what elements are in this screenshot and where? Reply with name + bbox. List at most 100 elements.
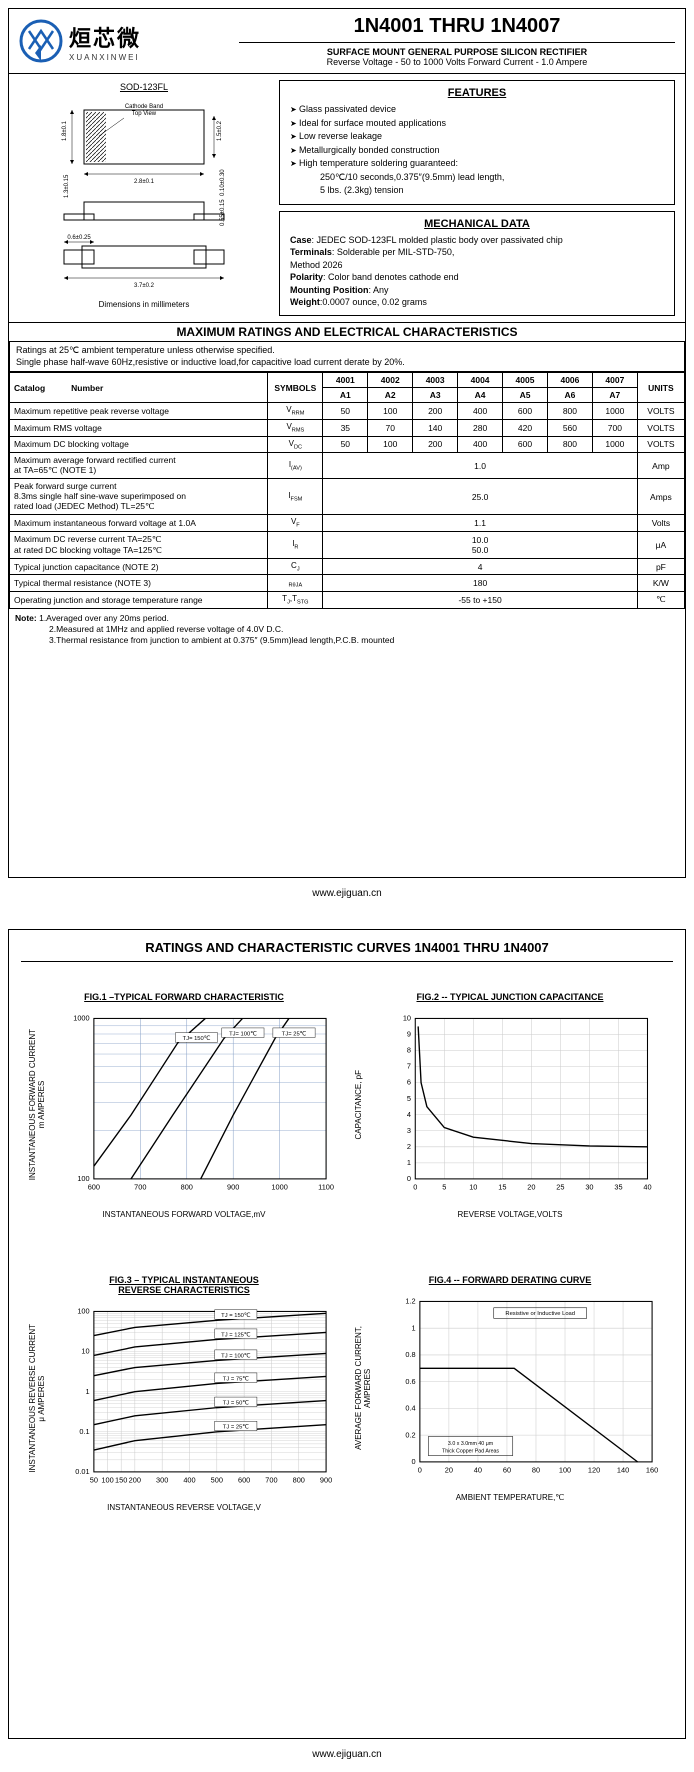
svg-text:Cathode Band: Cathode Band — [125, 104, 163, 110]
svg-text:TJ = 150℃: TJ = 150℃ — [221, 1313, 251, 1319]
svg-text:35: 35 — [614, 1182, 622, 1191]
table-row: Maximum DC blocking voltageVDC5010020040… — [10, 436, 685, 453]
svg-text:100: 100 — [101, 1475, 113, 1484]
svg-text:1.8±0.1: 1.8±0.1 — [62, 120, 68, 141]
features-heading: FEATURES — [290, 87, 664, 99]
svg-text:100: 100 — [77, 1307, 89, 1316]
chart-xlabel: INSTANTANEOUS FORWARD VOLTAGE,mV — [27, 1210, 341, 1219]
svg-text:5: 5 — [407, 1094, 411, 1103]
svg-text:0.2: 0.2 — [405, 1430, 415, 1439]
feature-item: Ideal for surface mouted applications — [290, 117, 664, 131]
svg-text:TJ = 100℃: TJ = 100℃ — [221, 1353, 251, 1359]
svg-text:0: 0 — [411, 1457, 415, 1466]
svg-text:3.7±0.2: 3.7±0.2 — [134, 283, 155, 289]
svg-text:6: 6 — [407, 1078, 411, 1087]
svg-text:0.55±0.15: 0.55±0.15 — [220, 199, 226, 226]
package-drawing: Cathode Band Top View 1.8±0.1 1.5±0.2 2.… — [19, 96, 269, 296]
chart-ylabel: INSTANTANEOUS FORWARD CURRENTm AMPERES — [27, 1029, 49, 1180]
svg-text:900: 900 — [227, 1182, 239, 1191]
svg-text:1.3±0.15: 1.3±0.15 — [64, 174, 70, 198]
footer-1: www.ejiguan.cn — [0, 888, 694, 899]
svg-text:800: 800 — [292, 1475, 304, 1484]
feature-item: Glass passivated device — [290, 103, 664, 117]
charts-grid: FIG.1 –TYPICAL FORWARD CHARACTERISTIC INS… — [9, 962, 685, 1542]
chart-4: FIG.4 -- FORWARD DERATING CURVE AVERAGE F… — [347, 1269, 673, 1532]
ratings-preamble: Ratings at 25℃ ambient temperature unles… — [9, 342, 685, 372]
mech-line: Case: JEDEC SOD-123FL molded plastic bod… — [290, 234, 664, 247]
table-row: Maximum RMS voltageVRMS35701402804205607… — [10, 420, 685, 437]
svg-text:0.8: 0.8 — [405, 1350, 415, 1359]
chart-title: FIG.1 –TYPICAL FORWARD CHARACTERISTIC — [27, 992, 341, 1002]
svg-text:25: 25 — [556, 1182, 564, 1191]
mech-line: Weight:0.0007 ounce, 0.02 grams — [290, 296, 664, 309]
svg-text:700: 700 — [134, 1182, 146, 1191]
svg-text:700: 700 — [265, 1475, 277, 1484]
svg-text:600: 600 — [87, 1182, 99, 1191]
svg-text:140: 140 — [617, 1465, 629, 1474]
package-box: SOD-123FL Cathode Band Top View 1.8±0.1 … — [9, 74, 279, 316]
table-row: Maximum repetitive peak reverse voltageV… — [10, 403, 685, 420]
feature-item-indent: 5 lbs. (2.3kg) tension — [290, 184, 664, 198]
chart-title: FIG.2 -- TYPICAL JUNCTION CAPACITANCE — [353, 992, 667, 1002]
chart-plot: 02040608010012014016000.20.40.60.811.2Re… — [375, 1293, 667, 1483]
chart-plot: 501001502003004005006007008009000.010.11… — [49, 1303, 341, 1493]
table-row: Maximum DC reverse current TA=25℃at rate… — [10, 531, 685, 558]
svg-text:1: 1 — [411, 1323, 415, 1332]
chart-ylabel: INSTANTANEOUS REVERSE CURRENTμ AMPERES — [27, 1324, 49, 1473]
svg-text:800: 800 — [180, 1182, 192, 1191]
chart-plot: 600700800900100011001001000TJ= 150℃TJ= 1… — [49, 1010, 341, 1200]
ratings-pre-1: Ratings at 25℃ ambient temperature unles… — [16, 345, 678, 357]
svg-text:0.6: 0.6 — [405, 1377, 415, 1386]
table-row: Typical junction capacitance (NOTE 2)CJ4… — [10, 558, 685, 575]
svg-text:50: 50 — [89, 1475, 97, 1484]
chart-ylabel: CAPACITANCE, pF — [353, 1070, 366, 1140]
svg-text:400: 400 — [183, 1475, 195, 1484]
svg-text:900: 900 — [320, 1475, 332, 1484]
chart-title: FIG.4 -- FORWARD DERATING CURVE — [353, 1275, 667, 1285]
svg-text:0: 0 — [417, 1465, 421, 1474]
svg-text:80: 80 — [531, 1465, 539, 1474]
svg-text:15: 15 — [498, 1182, 506, 1191]
feature-item: Metallurgically bonded construction — [290, 144, 664, 158]
header: 烜芯微 XUANXINWEI 1N4001 THRU 1N4007 SURFAC… — [9, 9, 685, 74]
package-title: SOD-123FL — [19, 82, 269, 92]
svg-text:3.0 x 3.0mm 40 μm: 3.0 x 3.0mm 40 μm — [448, 1441, 494, 1447]
svg-text:100: 100 — [558, 1465, 570, 1474]
svg-text:TJ= 25℃: TJ= 25℃ — [281, 1031, 306, 1037]
svg-text:1: 1 — [85, 1387, 89, 1396]
svg-text:600: 600 — [238, 1475, 250, 1484]
mech-line: Polarity: Color band denotes cathode end — [290, 271, 664, 284]
feature-item: High temperature soldering guaranteed: — [290, 157, 664, 171]
chart-2: FIG.2 -- TYPICAL JUNCTION CAPACITANCE CAP… — [347, 986, 673, 1239]
footer-2: www.ejiguan.cn — [0, 1749, 694, 1760]
title-block: 1N4001 THRU 1N4007 SURFACE MOUNT GENERAL… — [229, 9, 685, 73]
chart-xlabel: INSTANTANEOUS REVERSE VOLTAGE,V — [27, 1503, 341, 1512]
table-row: Typical thermal resistance (NOTE 3)RθJA1… — [10, 575, 685, 592]
main-title: 1N4001 THRU 1N4007 — [239, 15, 675, 43]
svg-text:TJ = 25℃: TJ = 25℃ — [222, 1425, 248, 1431]
chart-ylabel: AVERAGE FORWARD CURRENT,AMPERES — [353, 1326, 375, 1450]
svg-text:0.4: 0.4 — [405, 1404, 415, 1413]
svg-text:1.5±0.2: 1.5±0.2 — [217, 120, 223, 141]
chart-3: FIG.3 – TYPICAL INSTANTANEOUSREVERSE CHA… — [21, 1269, 347, 1532]
mech-line: Method 2026 — [290, 259, 664, 272]
logo-text-en: XUANXINWEI — [69, 53, 141, 62]
svg-text:9: 9 — [407, 1030, 411, 1039]
ratings-table: Catalog NumberSYMBOLS4001400240034004400… — [9, 372, 685, 608]
svg-text:1000: 1000 — [73, 1014, 89, 1023]
svg-text:150: 150 — [115, 1475, 127, 1484]
svg-text:300: 300 — [156, 1475, 168, 1484]
features-list: Glass passivated deviceIdeal for surface… — [290, 103, 664, 198]
svg-text:Resistive or Inductive Load: Resistive or Inductive Load — [505, 1311, 575, 1317]
svg-text:TJ= 100℃: TJ= 100℃ — [229, 1031, 257, 1037]
svg-text:TJ = 75℃: TJ = 75℃ — [222, 1376, 248, 1382]
table-row: Operating junction and storage temperatu… — [10, 592, 685, 609]
svg-text:120: 120 — [587, 1465, 599, 1474]
svg-text:10: 10 — [403, 1014, 411, 1023]
features-panel: FEATURES Glass passivated deviceIdeal fo… — [279, 80, 675, 205]
page2-title: RATINGS AND CHARACTERISTIC CURVES 1N4001… — [21, 930, 673, 962]
svg-text:40: 40 — [473, 1465, 481, 1474]
svg-text:40: 40 — [643, 1182, 651, 1191]
svg-text:10: 10 — [81, 1347, 89, 1356]
svg-text:100: 100 — [77, 1174, 89, 1183]
